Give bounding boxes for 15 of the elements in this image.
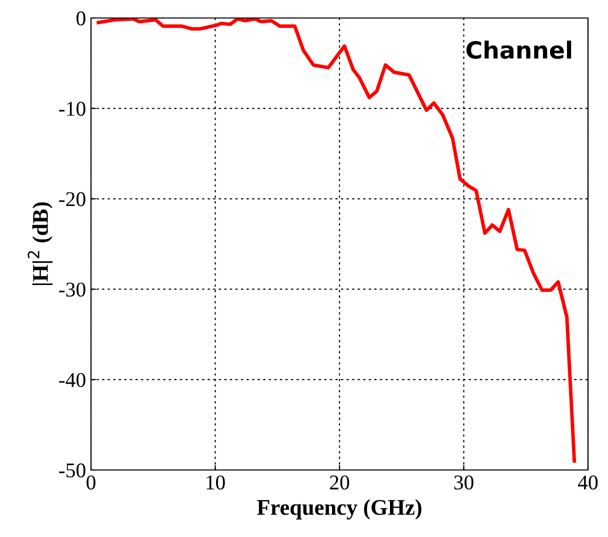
y-tick-label: -50 — [59, 463, 86, 478]
annotation: Channel — [466, 40, 572, 59]
x-tick-label: 30 — [454, 475, 474, 490]
line-series — [96, 18, 576, 463]
x-tick-label: 0 — [86, 475, 96, 490]
y-tick-label: -30 — [59, 282, 86, 297]
x-axis-title: Frequency (GHz) — [257, 499, 422, 520]
x-tick-label: 40 — [578, 475, 598, 490]
y-tick-label: 0 — [76, 11, 86, 26]
x-tick-label: 20 — [330, 475, 350, 490]
x-tick-label: 10 — [206, 475, 225, 490]
y-tick-label: -20 — [59, 192, 86, 206]
y-tick-label: -40 — [59, 372, 86, 388]
y-axis-title: |H|$^{2}$ (dB) — [28, 202, 53, 285]
y-tick-label: -10 — [59, 102, 86, 116]
